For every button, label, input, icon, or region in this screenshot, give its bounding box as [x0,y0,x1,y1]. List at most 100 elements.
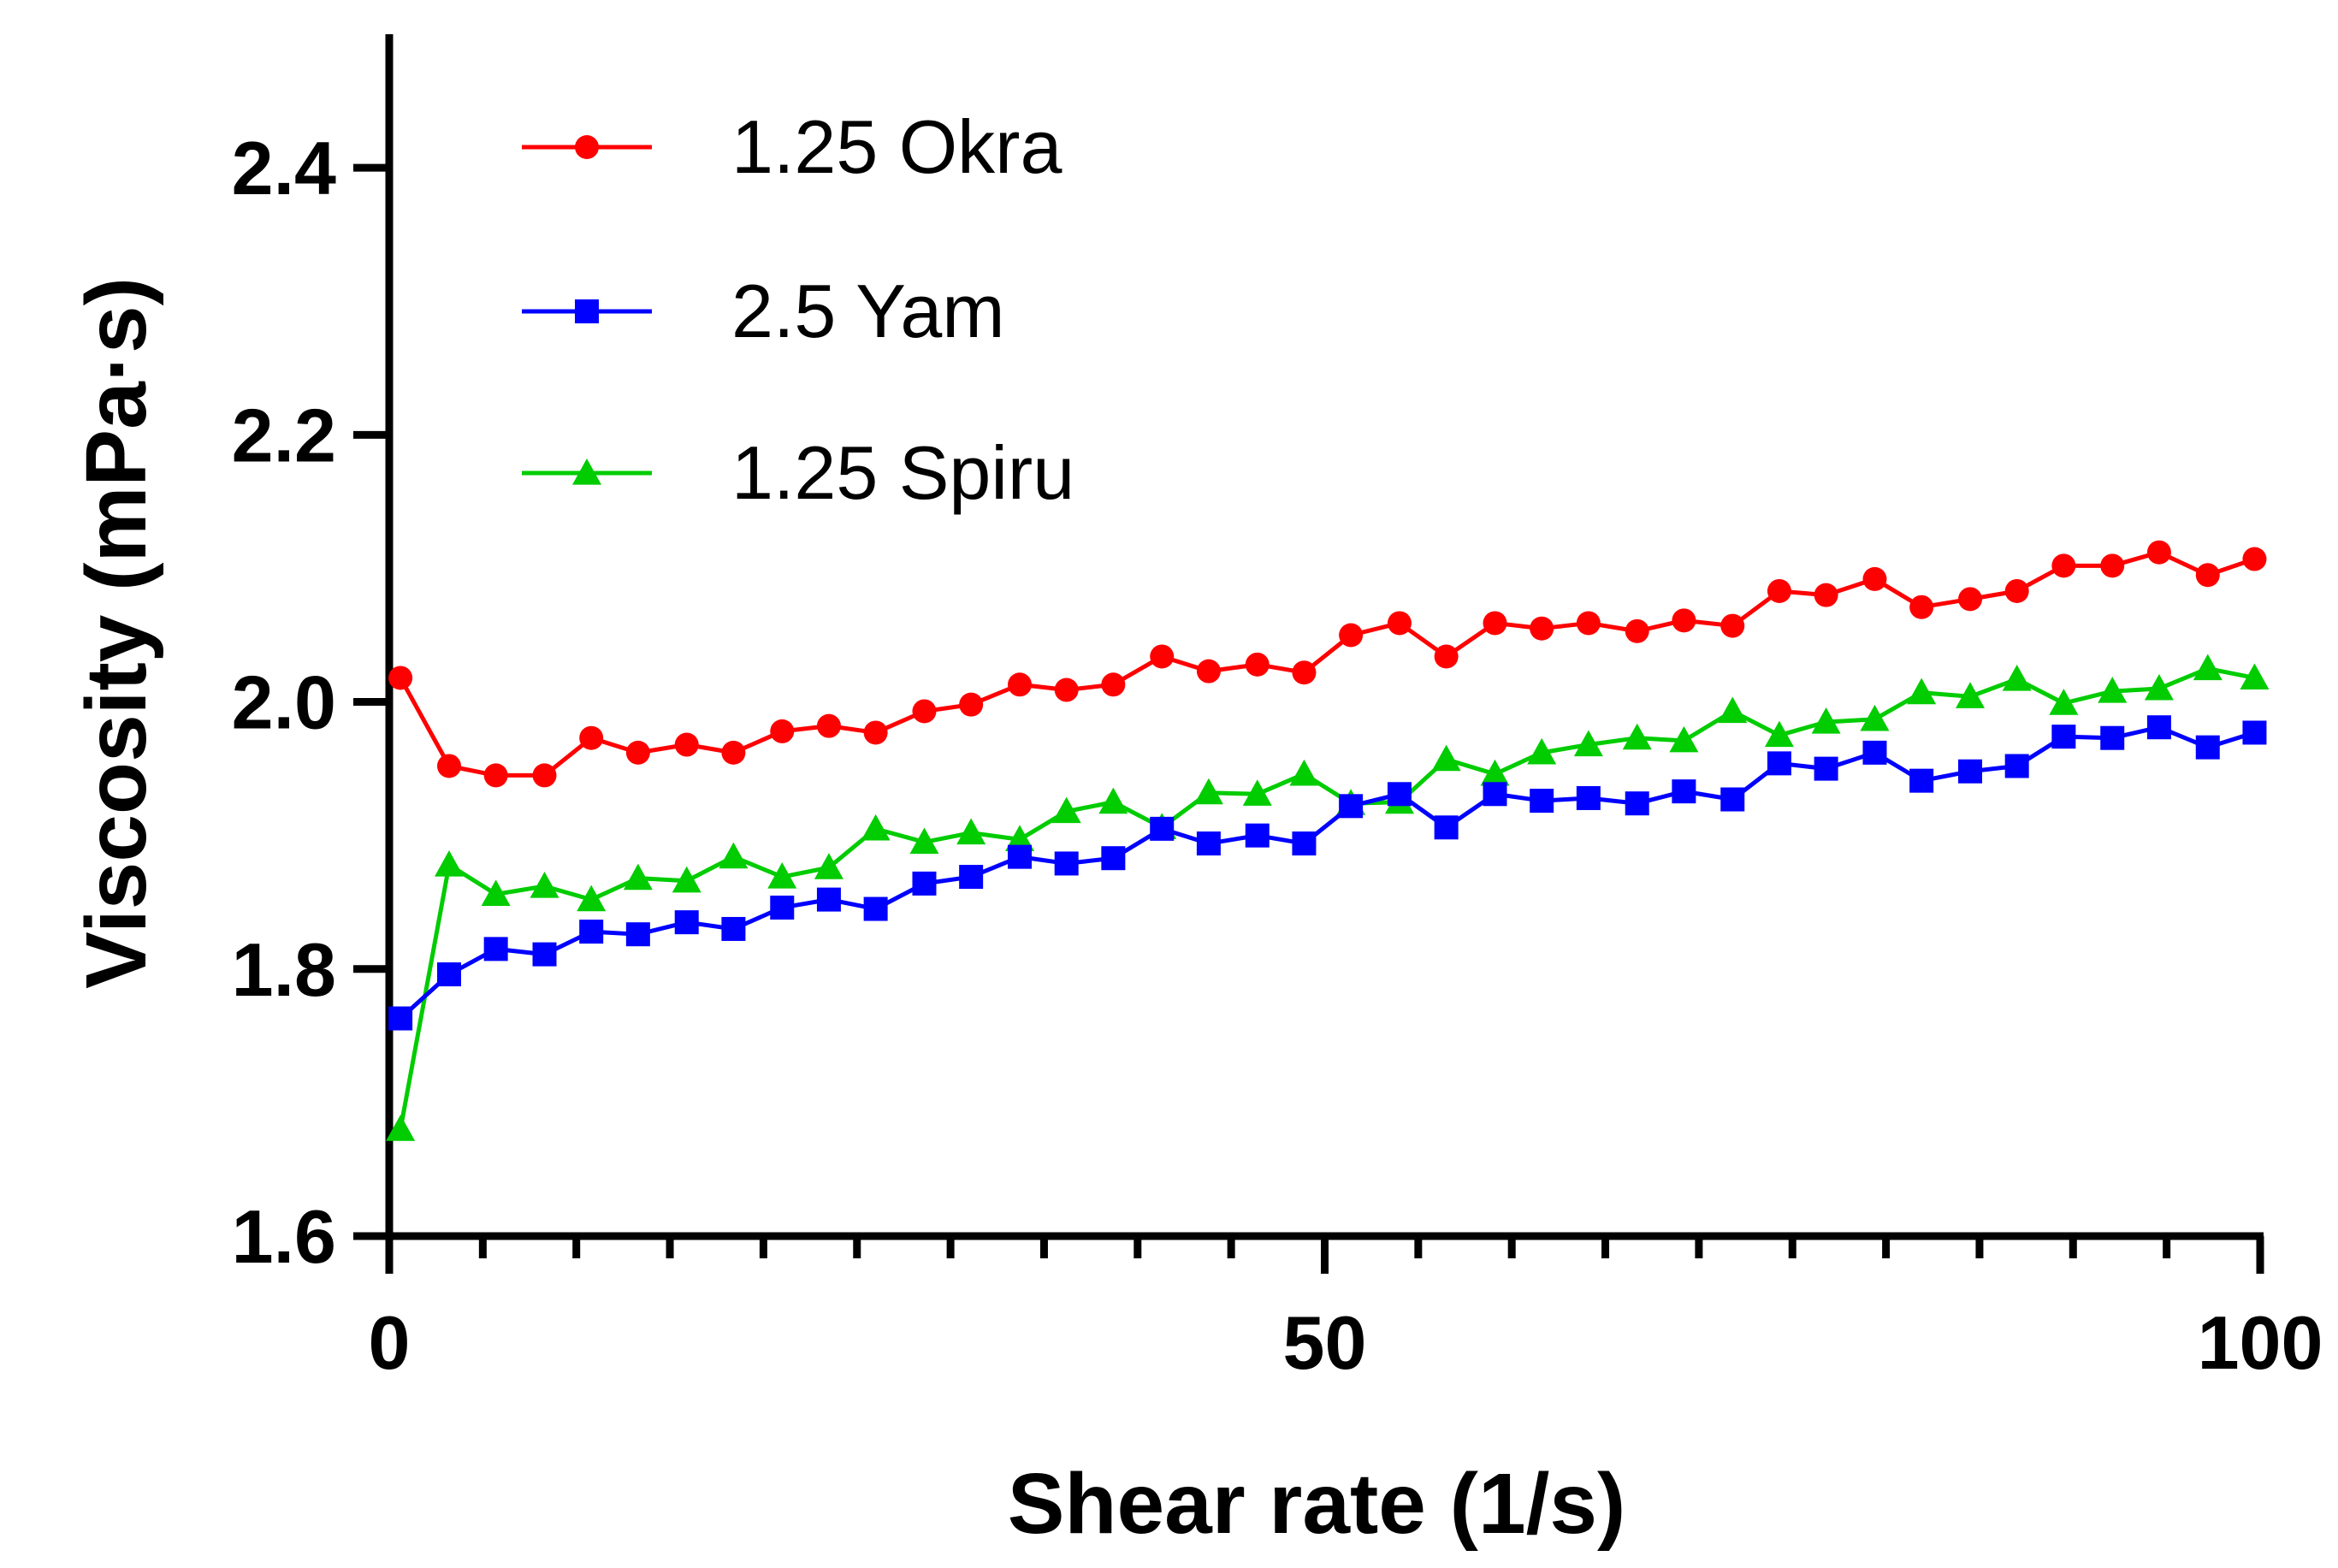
data-point-1-25-spiru [1242,779,1272,806]
data-point-1-25-okra [1862,566,1887,591]
data-point-1-25-spiru [767,862,797,889]
data-point-2-5-yam [1576,785,1601,810]
legend-entry-1-25-okra: 1.25 Okra [522,104,1062,189]
data-point-1-25-okra [1008,672,1033,697]
data-point-2-5-yam [1196,831,1221,856]
data-point-2-5-yam [2100,725,2125,750]
data-point-1-25-okra [1101,672,1126,697]
data-point-1-25-spiru [861,814,891,841]
data-point-1-25-okra [1625,618,1649,643]
data-point-1-25-okra [816,713,841,738]
data-point-2-5-yam [816,887,841,912]
data-point-1-25-spiru [1289,759,1319,786]
data-point-1-25-okra [1196,659,1221,683]
data-point-1-25-spiru [1005,825,1035,851]
data-point-2-5-yam [1387,782,1412,807]
data-point-2-5-yam [1339,794,1364,819]
data-point-2-5-yam [912,871,937,896]
data-point-1-25-okra [1958,587,1983,612]
y-tick-label: 2.4 [232,126,336,210]
data-point-1-25-spiru [1811,707,1841,734]
x-tick-label: 50 [1283,1300,1367,1385]
data-point-1-25-okra [483,763,508,788]
data-point-1-25-okra [1576,611,1601,636]
data-point-2-5-yam [2146,715,2171,740]
y-tick-label: 1.8 [232,927,336,1012]
legend-entry-2-5-yam: 2.5 Yam [522,269,1005,353]
data-point-1-25-okra [1909,595,1934,619]
y-tick-label: 2.2 [232,393,336,477]
data-point-2-5-yam [1958,759,1983,784]
series-1-25-okra [388,540,2267,788]
data-point-1-25-okra [1292,660,1317,685]
data-point-1-25-okra [1434,644,1459,669]
data-point-2-5-yam [2004,754,2029,778]
data-point-1-25-okra [1339,623,1364,648]
data-point-2-5-yam [1530,789,1554,814]
legend-entry-1-25-spiru: 1.25 Spiru [522,430,1074,515]
data-point-1-25-spiru [623,863,653,891]
y-tick-label: 2.0 [232,660,336,745]
data-point-1-25-spiru [956,818,986,845]
data-point-1-25-spiru [1718,696,1748,724]
data-point-2-5-yam [2195,735,2220,760]
data-point-1-25-spiru [2240,663,2270,690]
data-point-1-25-okra [388,666,413,690]
data-point-1-25-okra [959,692,984,717]
data-point-2-5-yam [1672,779,1696,804]
data-point-1-25-spiru [2049,689,2079,715]
data-point-2-5-yam [2242,720,2267,745]
data-point-1-25-okra [436,754,461,778]
data-point-1-25-okra [2100,553,2125,578]
data-point-1-25-okra [1054,677,1079,702]
data-point-1-25-spiru [1669,725,1699,753]
data-point-1-25-okra [912,699,937,724]
data-point-2-5-yam [1054,851,1079,876]
data-point-1-25-spiru [1907,677,1937,705]
data-point-1-25-okra [1387,611,1412,636]
data-point-2-5-yam [532,942,557,967]
data-point-1-25-okra [1672,608,1696,633]
data-point-2-5-yam [959,865,984,890]
data-point-2-5-yam [1909,768,1934,793]
legend-label-1-25-okra: 1.25 Okra [731,104,1062,189]
data-point-1-25-okra [2242,547,2267,571]
data-point-1-25-okra [2195,563,2220,588]
data-point-1-25-spiru [2002,665,2032,691]
axes: 1.6 1.8 2.0 2.2 2.4 0 50 100 [232,34,2323,1385]
data-point-2-5-yam [2051,725,2076,749]
data-point-2-5-yam [436,962,461,987]
data-point-1-25-spiru [1193,778,1223,805]
data-point-1-25-spiru [1764,720,1794,748]
data-point-1-25-spiru [1622,723,1652,750]
data-point-2-5-yam [1292,831,1317,856]
series-layer [386,540,2270,1141]
data-point-1-25-spiru [434,850,464,877]
data-point-1-25-okra [1814,583,1838,607]
data-point-2-5-yam [1483,782,1507,807]
data-point-1-25-spiru [672,866,701,893]
y-tick-label: 1.6 [232,1194,336,1279]
data-point-1-25-spiru [1098,787,1128,814]
x-axis-title: Shear rate (1/s) [1008,1456,1626,1552]
data-point-1-25-spiru [1431,744,1461,772]
data-point-1-25-okra [1720,613,1745,638]
data-point-1-25-okra [532,763,557,788]
legend-marker-1-25-okra [575,135,599,159]
data-point-1-25-spiru [2144,673,2174,701]
data-point-1-25-okra [2051,553,2076,578]
data-point-2-5-yam [579,920,604,944]
legend-label-1-25-spiru: 1.25 Spiru [731,430,1074,515]
data-point-2-5-yam [1814,756,1838,781]
data-point-1-25-spiru [1573,730,1603,757]
data-point-1-25-okra [674,732,699,757]
data-point-2-5-yam [1101,846,1126,871]
legend-marker-2-5-yam [575,299,599,323]
data-point-1-25-spiru [814,853,843,879]
data-point-2-5-yam [1720,787,1745,812]
data-point-1-25-spiru [2193,654,2223,681]
data-point-2-5-yam [770,895,795,920]
data-point-1-25-okra [579,725,604,750]
data-point-2-5-yam [483,937,508,962]
